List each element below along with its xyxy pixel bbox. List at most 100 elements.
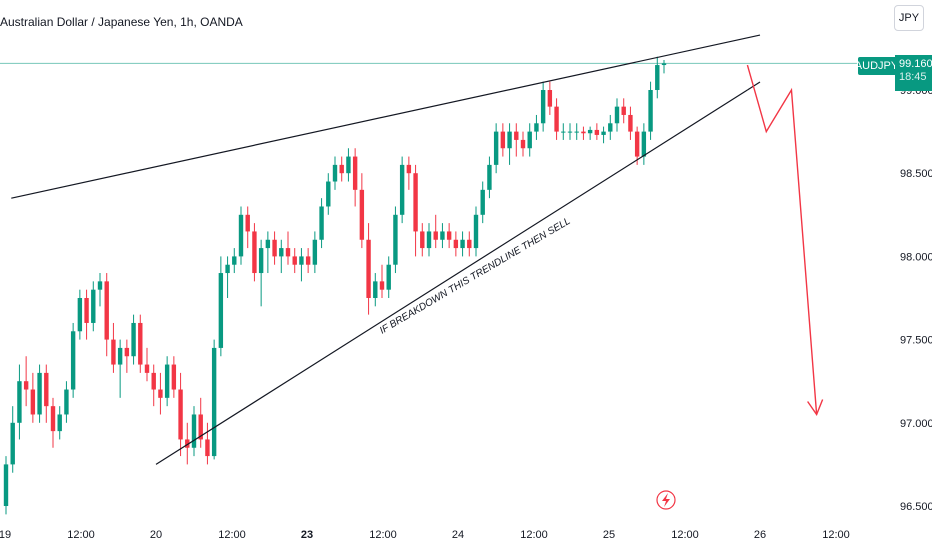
candle-body bbox=[272, 239, 277, 257]
candle-body bbox=[151, 372, 156, 390]
candle-body bbox=[144, 364, 150, 373]
candle-body bbox=[346, 156, 351, 174]
candle-body bbox=[319, 206, 324, 240]
candle-body bbox=[467, 239, 472, 249]
candle-body bbox=[117, 347, 123, 365]
candle-body bbox=[178, 389, 183, 440]
candle-body bbox=[547, 90, 553, 107]
candle-body bbox=[567, 131, 573, 133]
candle-body bbox=[91, 289, 96, 323]
candle-body bbox=[386, 264, 391, 290]
candle-body bbox=[507, 131, 512, 149]
candle-body bbox=[574, 131, 579, 133]
candle-body bbox=[661, 63, 667, 66]
projection-path bbox=[746, 64, 818, 415]
price-tick-label: 96.500 bbox=[900, 501, 932, 513]
candle-body bbox=[124, 347, 130, 357]
candle-body bbox=[3, 464, 9, 506]
candle-body bbox=[312, 239, 318, 265]
candle-body bbox=[164, 364, 170, 398]
candle-body bbox=[628, 114, 633, 132]
time-tick-label: 12:00 bbox=[671, 529, 699, 541]
time-tick-label: 23 bbox=[301, 529, 313, 541]
candle-body bbox=[171, 364, 177, 390]
candle-body bbox=[359, 189, 365, 240]
candle-body bbox=[158, 389, 163, 398]
candle-body bbox=[50, 406, 56, 432]
drawing-layer[interactable] bbox=[0, 34, 895, 465]
price-tick-label: 98.500 bbox=[900, 168, 932, 180]
candle-body bbox=[258, 248, 264, 274]
price-tick-label: 97.500 bbox=[900, 335, 932, 347]
candle-body bbox=[413, 173, 418, 232]
candle-body bbox=[299, 256, 304, 265]
candle-body bbox=[111, 339, 116, 365]
candle-body bbox=[594, 129, 600, 135]
time-tick-label: 12:00 bbox=[520, 529, 548, 541]
candle-body bbox=[393, 214, 398, 265]
bar-countdown: 18:45 bbox=[899, 71, 927, 83]
candle-body bbox=[493, 131, 499, 165]
candle-body bbox=[621, 106, 626, 115]
candle-body bbox=[64, 389, 69, 415]
candle-body bbox=[245, 214, 250, 232]
candle-body bbox=[446, 231, 452, 240]
lower-trendline bbox=[155, 89, 748, 465]
candle-body bbox=[191, 414, 197, 448]
projection-arrowhead bbox=[807, 399, 824, 416]
candle-body bbox=[473, 214, 479, 249]
candle-body bbox=[252, 231, 257, 274]
candle-body bbox=[601, 131, 606, 135]
candle-body bbox=[70, 331, 76, 390]
time-tick-label: 25 bbox=[603, 529, 615, 541]
candle-body bbox=[379, 281, 385, 290]
candle-body bbox=[305, 256, 311, 265]
lightning-icon[interactable] bbox=[656, 490, 676, 510]
currency-button[interactable]: JPY bbox=[894, 5, 924, 31]
candle-body bbox=[527, 131, 532, 149]
candle-body bbox=[373, 281, 378, 298]
price-tick-label: 97.000 bbox=[900, 418, 932, 430]
candle-body bbox=[641, 131, 647, 157]
candle-body bbox=[211, 347, 217, 457]
candle-body bbox=[44, 372, 49, 407]
candle-body bbox=[406, 164, 412, 174]
candle-body bbox=[265, 239, 271, 249]
candle-body bbox=[453, 239, 459, 249]
time-tick-label: 26 bbox=[754, 529, 766, 541]
last-price-label: 99.160 18:45 bbox=[895, 55, 932, 91]
candle-body bbox=[554, 106, 559, 132]
candle-body bbox=[399, 164, 405, 215]
candle-body bbox=[279, 248, 284, 257]
time-tick-label: 20 bbox=[150, 529, 162, 541]
candle-body bbox=[131, 322, 136, 357]
candle-body bbox=[514, 131, 519, 140]
candle-body bbox=[352, 156, 358, 190]
candle-body bbox=[440, 231, 445, 240]
time-tick-label: 24 bbox=[452, 529, 464, 541]
candle-body bbox=[285, 248, 291, 257]
time-tick-label: 12:00 bbox=[218, 529, 246, 541]
candle-body bbox=[460, 239, 465, 249]
symbol-tag: AUDJPY bbox=[855, 57, 898, 75]
candle-body bbox=[198, 414, 203, 440]
candle-body bbox=[614, 106, 620, 124]
time-axis[interactable]: 19 12:00 20 12:00 23 12:00 24 12:00 25 12:00 26 12:… bbox=[0, 529, 850, 541]
candle-body bbox=[238, 214, 244, 257]
upper-trendline bbox=[11, 34, 761, 199]
candle-body bbox=[339, 164, 344, 174]
candle-body bbox=[480, 189, 485, 215]
candle-body bbox=[205, 439, 210, 457]
time-tick-label: 12:00 bbox=[822, 529, 850, 541]
candle-body bbox=[487, 164, 492, 190]
last-price-value: 99.160 bbox=[899, 58, 932, 70]
candle-body bbox=[138, 322, 143, 365]
candle-body bbox=[426, 231, 432, 249]
candle-body bbox=[366, 239, 371, 298]
candle-body bbox=[655, 65, 660, 90]
time-tick-label: 12:00 bbox=[67, 529, 95, 541]
candle-body bbox=[500, 131, 506, 149]
candle-body bbox=[77, 298, 83, 332]
